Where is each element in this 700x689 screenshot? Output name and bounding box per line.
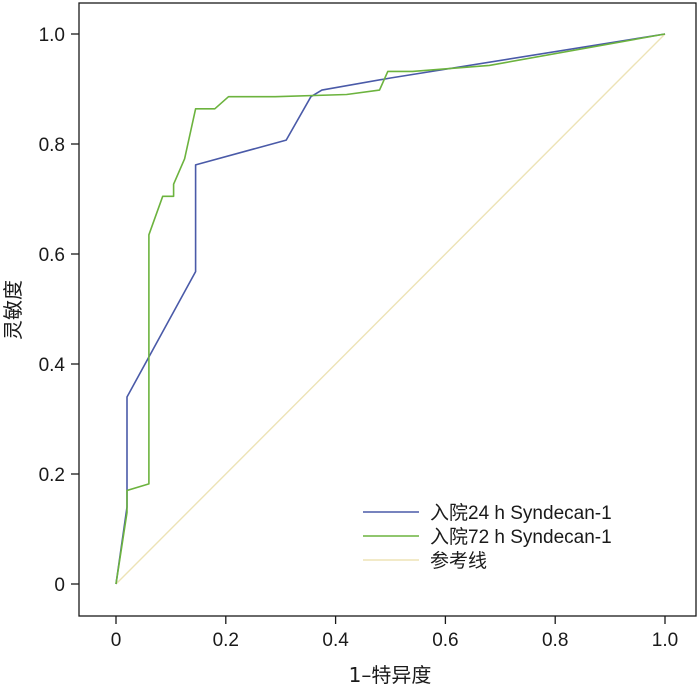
x-tick-label: 0.8	[542, 630, 568, 651]
y-axis-title: 灵敏度	[1, 280, 25, 340]
x-tick-label: 1.0	[652, 630, 678, 651]
series-line-1	[115, 33, 666, 585]
y-tick-label: 0	[54, 575, 65, 596]
y-tick-label: 0.2	[39, 465, 65, 486]
y-tick-label: 0.4	[39, 355, 66, 376]
legend-label: 参考线	[430, 550, 487, 572]
x-axis-title: 1–特异度	[349, 663, 432, 687]
series-layer	[115, 33, 666, 585]
y-tick-label: 0.6	[39, 245, 65, 266]
plot-frame	[78, 2, 697, 617]
y-tick-label: 1.0	[39, 25, 65, 46]
x-tick-label: 0.2	[213, 630, 239, 651]
legend-label: 入院24 h Syndecan-1	[430, 502, 612, 524]
y-axis: 0 0.2 0.4 0.6 0.8 1.0	[39, 25, 79, 596]
legend-label: 入院72 h Syndecan-1	[430, 526, 612, 548]
x-tick-label: 0	[111, 630, 122, 651]
x-tick-label: 0.6	[432, 630, 458, 651]
x-tick-label: 0.4	[322, 630, 349, 651]
series-line-3	[115, 33, 666, 585]
x-axis: 0 0.2 0.4 0.6 0.8 1.0	[111, 616, 678, 651]
series-line-2	[115, 33, 666, 585]
y-tick-label: 0.8	[39, 135, 65, 156]
